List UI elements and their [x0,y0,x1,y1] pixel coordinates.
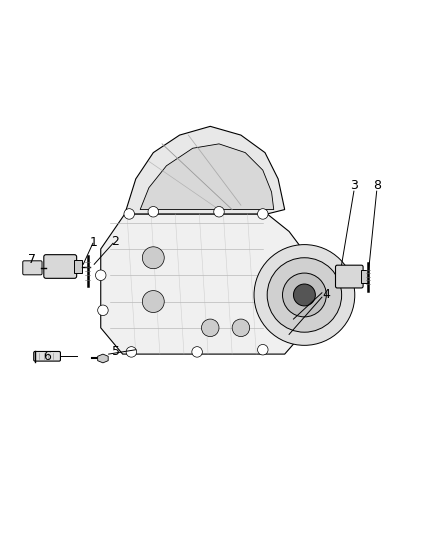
FancyBboxPatch shape [44,255,77,278]
Polygon shape [140,144,274,209]
Text: 4: 4 [322,288,330,302]
Circle shape [201,319,219,336]
Circle shape [98,305,108,316]
Text: 2: 2 [111,235,119,248]
Circle shape [214,206,224,217]
Circle shape [258,209,268,219]
FancyBboxPatch shape [361,270,368,282]
Circle shape [192,346,202,357]
Circle shape [283,273,326,317]
Circle shape [124,209,134,219]
Circle shape [142,247,164,269]
FancyBboxPatch shape [34,351,60,361]
Circle shape [293,284,315,306]
Circle shape [148,206,159,217]
Text: 6: 6 [43,350,51,363]
Polygon shape [101,214,315,354]
Polygon shape [125,126,285,214]
Circle shape [142,290,164,312]
Text: 1: 1 [89,236,97,249]
Circle shape [254,245,355,345]
Text: 7: 7 [28,253,35,266]
Circle shape [267,258,342,332]
Text: 8: 8 [374,179,381,192]
FancyBboxPatch shape [23,261,42,275]
Circle shape [232,319,250,336]
Polygon shape [98,354,108,363]
Circle shape [126,346,137,357]
Text: 5: 5 [112,345,120,358]
FancyBboxPatch shape [74,260,82,273]
Circle shape [95,270,106,280]
Circle shape [258,344,268,355]
FancyBboxPatch shape [336,265,363,288]
Text: 3: 3 [350,179,358,192]
